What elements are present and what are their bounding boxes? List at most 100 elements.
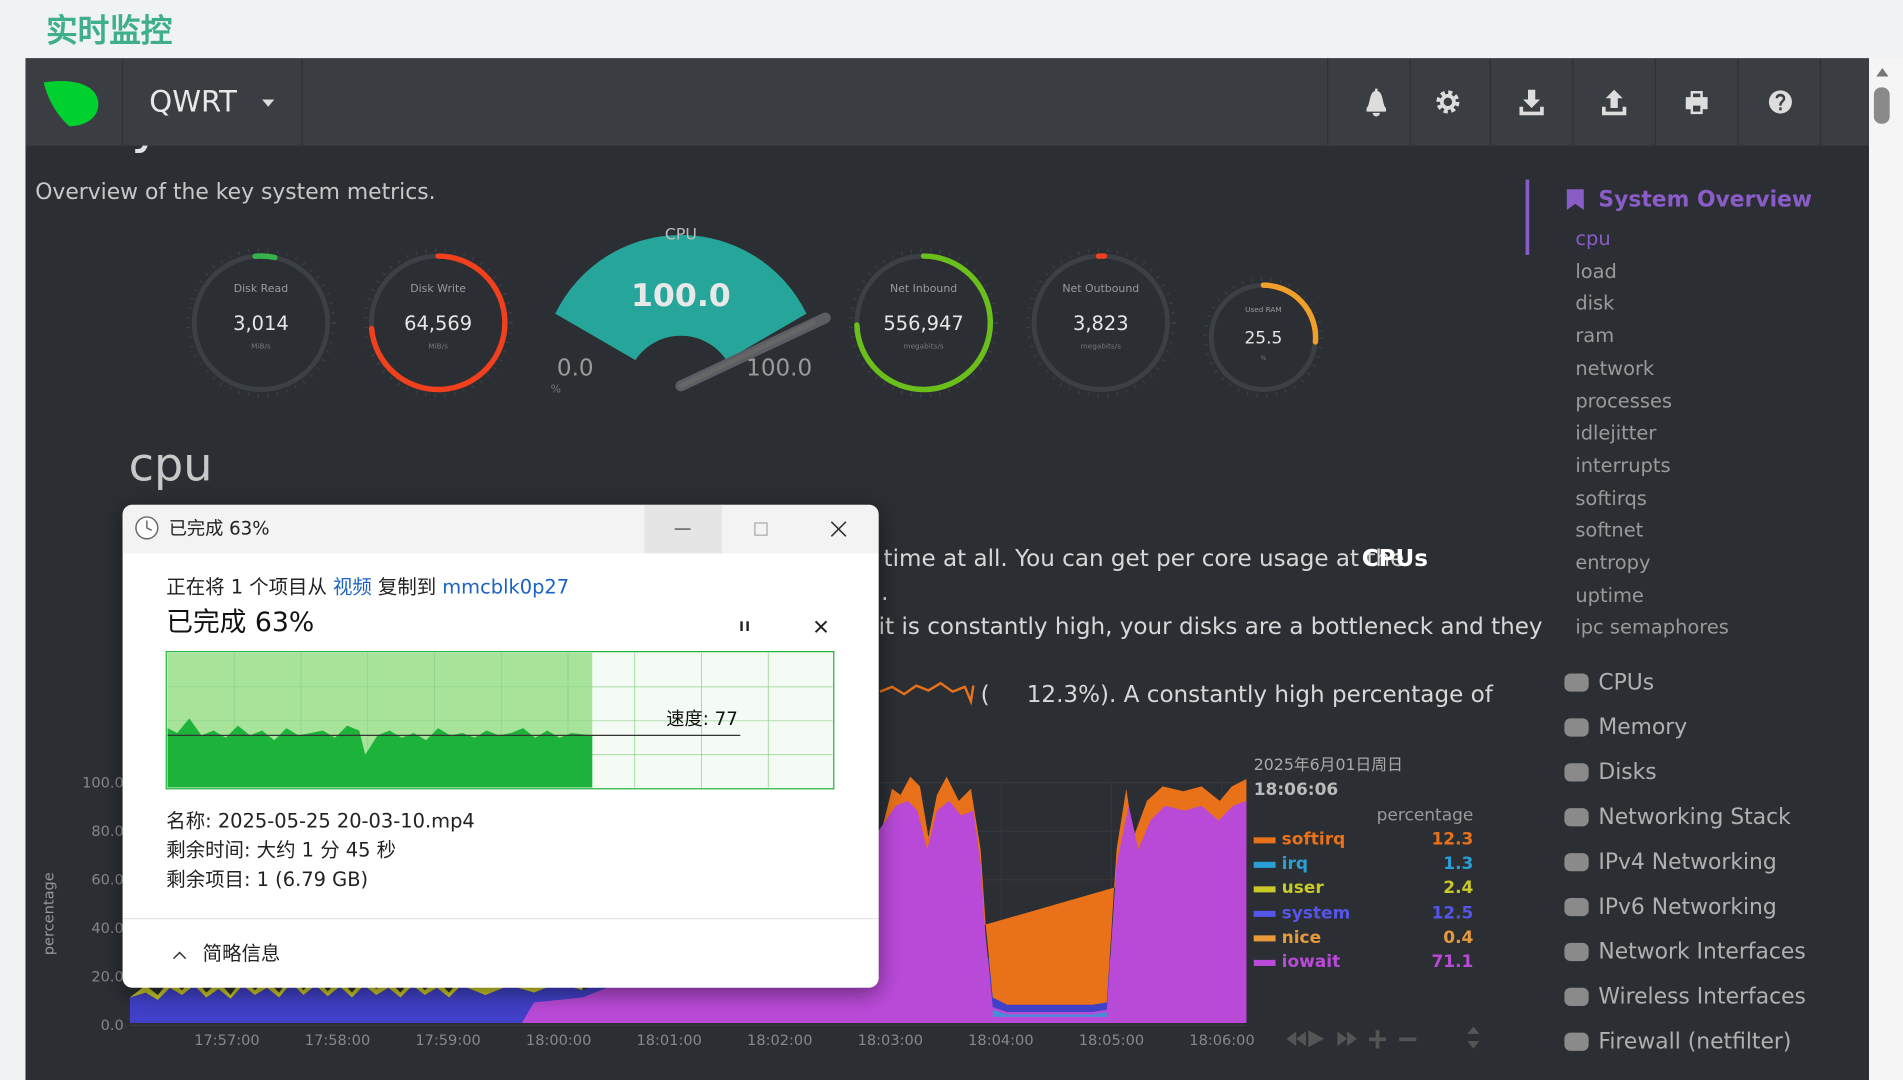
download-icon[interactable] — [1519, 89, 1544, 116]
sidebar-subitem[interactable]: softirqs — [1575, 486, 1647, 510]
y-tick-label: 20.0 — [91, 968, 124, 986]
gauge-unit: % — [1260, 354, 1267, 363]
scrollbar-track — [1869, 58, 1903, 1080]
legend-value: 2.4 — [1443, 879, 1474, 899]
sidebar-subitem[interactable]: network — [1575, 356, 1655, 380]
details-toggle[interactable]: 简略信息 — [202, 941, 281, 965]
legend-value: 0.4 — [1443, 928, 1474, 948]
legend-value: 12.5 — [1431, 903, 1474, 923]
play-button[interactable] — [1308, 1030, 1325, 1048]
x-tick-label: 18:01:00 — [636, 1031, 702, 1049]
maximize-button[interactable] — [754, 522, 768, 536]
paragraph-text: it is constantly high, your disks are a … — [878, 613, 1543, 641]
y-tick-label: 100.0 — [82, 774, 124, 792]
legend-name: irq — [1281, 854, 1308, 874]
paragraph-text: time at all. You can get per core usage … — [883, 545, 1405, 573]
x-tick-label: 17:57:00 — [194, 1031, 260, 1049]
gauge-label: Net Inbound — [889, 283, 958, 296]
sidebar-subitem[interactable]: ram — [1575, 324, 1615, 348]
gauge-value: 3,823 — [1072, 311, 1129, 335]
clock-hands — [146, 520, 153, 531]
gauge-arc — [252, 253, 278, 261]
sidebar-subitem[interactable]: entropy — [1575, 550, 1651, 574]
bell-icon[interactable] — [1366, 88, 1386, 117]
upload-icon[interactable] — [1602, 89, 1627, 116]
sidebar-section[interactable]: Firewall (netfilter) — [1598, 1029, 1792, 1055]
zoom-in-button[interactable] — [1368, 1030, 1386, 1049]
cpu-gauge-unit: % — [550, 384, 562, 397]
navbar-graphics — [43, 58, 1822, 146]
legend-value: 1.3 — [1443, 854, 1474, 874]
legend-name: iowait — [1281, 952, 1341, 972]
sidebar-section[interactable]: Wireless Interfaces — [1598, 984, 1806, 1010]
x-tick-label: 17:58:00 — [304, 1031, 371, 1049]
help-icon-mark — [1775, 93, 1786, 111]
bookmark-icon — [1566, 189, 1584, 210]
nav-icons — [1366, 88, 1792, 117]
gear-icon[interactable] — [1436, 90, 1460, 114]
sidebar-section[interactable]: IPv4 Networking — [1598, 849, 1777, 875]
sidebar-subitem[interactable]: ipc semaphores — [1575, 615, 1729, 639]
sidebar-subitem[interactable]: disk — [1575, 291, 1615, 315]
cpu-gauge-max: 100.0 — [746, 354, 813, 382]
legend-value: 71.1 — [1431, 952, 1474, 972]
scroll-up-arrow[interactable] — [1876, 67, 1889, 77]
overview-subtitle: Overview of the key system metrics. — [35, 179, 436, 206]
gauge-ticks — [186, 248, 336, 398]
detail-line: 名称: 2025-05-25 20-03-10.mp4 — [166, 809, 475, 833]
sidebar-icon — [1564, 897, 1589, 917]
sidebar-section[interactable]: Disks — [1598, 759, 1657, 786]
zoom-out-button[interactable] — [1399, 1037, 1417, 1042]
pause-button-bar[interactable] — [746, 621, 749, 632]
sidebar-subitem[interactable]: processes — [1575, 388, 1673, 412]
navbar — [25, 58, 1870, 146]
sidebar-subitem[interactable]: cpu — [1575, 226, 1611, 250]
dialog-titlebar — [122, 504, 879, 554]
sidebar-section[interactable]: IPv6 Networking — [1598, 894, 1777, 920]
gauge-unit: megabits/s — [903, 342, 944, 351]
sidebar-subitem[interactable]: interrupts — [1575, 453, 1671, 477]
copy-dialog: 已完成 63% 正在将 1 个项目从 视频 复制到 mmcblk0p27 已完成 63% 速… — [122, 504, 879, 988]
copy-source[interactable]: 视频 — [332, 575, 372, 599]
navbar-brand[interactable]: QWRT — [149, 84, 237, 119]
logo[interactable] — [43, 81, 99, 127]
gauge-unit: megabits/s — [1080, 342, 1121, 351]
sidebar-subitem[interactable]: uptime — [1575, 583, 1644, 607]
copy-description: 正在将 1 个项目从 视频 复制到 mmcblk0p27 — [166, 575, 570, 599]
copy-destination[interactable]: mmcblk0p27 — [442, 575, 570, 599]
gauge-arc — [854, 253, 994, 393]
tooltip-time: 18:06:06 — [1253, 780, 1339, 800]
scrollbar-thumb[interactable] — [1873, 87, 1890, 124]
cancel-button[interactable] — [814, 620, 828, 633]
cpu-gauge-needle-highlight — [678, 320, 816, 389]
legend-swatch — [1253, 861, 1276, 868]
sidebar-subitem[interactable]: softnet — [1575, 518, 1644, 542]
print-icon[interactable] — [1685, 91, 1708, 115]
sidebar-subitem[interactable]: load — [1575, 259, 1617, 283]
sidebar-section[interactable]: Memory — [1598, 714, 1688, 741]
sidebar-section[interactable]: Network Interfaces — [1598, 939, 1806, 965]
gauge-ticks — [1203, 277, 1324, 398]
x-tick-label: 18:04:00 — [968, 1031, 1034, 1049]
collapse-chevron[interactable] — [173, 951, 187, 960]
tooltip-date: 2025年6月01日周日 — [1253, 756, 1403, 775]
sidebar-icon — [1564, 763, 1589, 782]
paragraph-text: 12.3%). A constantly high percentage of — [1026, 681, 1493, 709]
sidebar-subitem[interactable]: idlejitter — [1575, 421, 1657, 445]
sidebar-section[interactable]: Networking Stack — [1598, 804, 1791, 831]
gauge-label: Disk Read — [233, 283, 289, 296]
close-button[interactable] — [830, 521, 847, 537]
brand-caret[interactable] — [262, 99, 275, 107]
resize-handle[interactable] — [1467, 1026, 1480, 1049]
gauge-unit: MiB/s — [251, 342, 271, 351]
sidebar-section[interactable]: CPUs — [1598, 669, 1655, 696]
pause-button[interactable] — [740, 621, 743, 632]
gauge-arc — [368, 253, 508, 393]
gear-icon-core[interactable] — [1439, 94, 1456, 110]
sidebar-active: System Overview — [1598, 186, 1813, 213]
legend-name: nice — [1281, 928, 1322, 948]
legend-swatch — [1253, 837, 1276, 844]
